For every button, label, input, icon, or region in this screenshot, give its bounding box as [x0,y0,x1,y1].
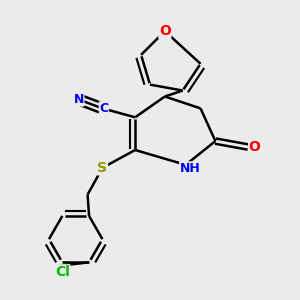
Text: Cl: Cl [55,265,70,279]
Text: N: N [74,93,84,106]
Text: NH: NH [180,162,200,175]
Text: S: S [98,161,107,175]
Text: O: O [249,140,261,154]
Text: O: O [159,24,171,38]
Text: C: C [99,102,109,115]
